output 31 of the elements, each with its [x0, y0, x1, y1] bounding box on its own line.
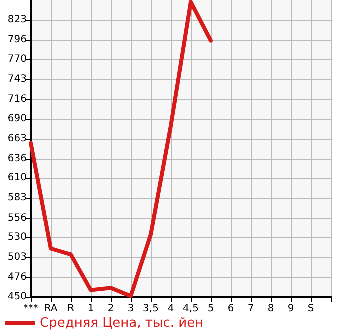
y-tick-label: 636 — [8, 153, 27, 164]
y-tick-label: 663 — [8, 133, 27, 144]
y-tick-label: 690 — [8, 113, 27, 124]
x-tick-label: 6 — [228, 304, 234, 314]
y-tick-label: 450 — [8, 292, 27, 302]
x-tick-label: R — [68, 304, 75, 314]
y-tick-label: 770 — [8, 54, 27, 65]
x-tick-label: RA — [44, 304, 58, 314]
x-tick-label: 3,5 — [143, 304, 159, 314]
x-tick-label: 1 — [88, 304, 94, 314]
x-tick-label: *** — [24, 304, 38, 314]
y-tick-label: 610 — [8, 172, 27, 184]
y-tick-label: 556 — [8, 212, 27, 224]
x-tick-label: S — [308, 304, 314, 314]
y-tick-label: 476 — [8, 272, 27, 284]
y-tick-label: 823 — [8, 14, 27, 26]
x-tick-label: 4,5 — [183, 304, 199, 314]
x-tick-label: 5 — [208, 304, 214, 314]
x-tick-label: 9 — [288, 304, 294, 314]
x-tick-label: 8 — [268, 304, 274, 314]
legend-label: Средняя Цена, тыс. йен — [40, 316, 204, 331]
y-tick-label: 716 — [8, 94, 27, 105]
y-tick-label: 530 — [8, 232, 27, 244]
x-tick-label: 4 — [168, 304, 174, 314]
y-tick-label: 796 — [8, 34, 27, 46]
x-tick-label: 7 — [248, 304, 254, 314]
y-tick-label: 503 — [8, 252, 27, 264]
y-tick-label: 743 — [8, 74, 27, 85]
y-tick-label: 583 — [8, 192, 27, 204]
x-tick-label: 2 — [108, 304, 114, 314]
x-tick-label: 3 — [128, 304, 134, 314]
